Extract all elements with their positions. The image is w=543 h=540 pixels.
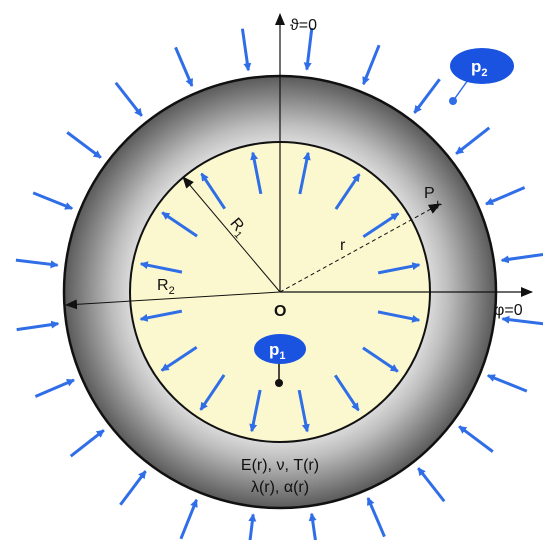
external-pressure-arrow	[308, 512, 317, 540]
p1-bubble-label: p1	[269, 340, 286, 362]
external-pressure-arrow	[413, 78, 441, 114]
external-pressure-arrow	[16, 320, 60, 332]
internal-pressure-arrow	[297, 389, 310, 433]
internal-pressure-arrow	[334, 173, 361, 210]
phi-axis-label: φ=0	[494, 302, 523, 319]
external-pressure-arrow	[34, 378, 75, 398]
internal-pressure-arrow	[377, 310, 421, 323]
external-pressure-arrow	[174, 46, 194, 87]
theta-axis-label: ϑ=0	[290, 17, 317, 34]
external-pressure-arrow	[486, 374, 528, 393]
radius-R2-sub: 2	[169, 285, 175, 297]
p2-pressure-bubble: p2	[449, 48, 514, 105]
external-pressure-arrow	[66, 131, 102, 159]
internal-pressure-arrow	[362, 212, 400, 238]
internal-pressure-arrow	[139, 261, 183, 274]
p2-bubble-label: p2	[471, 57, 488, 79]
radius-R2-line	[65, 291, 281, 310]
external-pressure-arrow	[366, 497, 386, 538]
external-pressure-arrow	[248, 513, 257, 540]
internal-pressure-arrow	[249, 389, 262, 433]
radius-R2-label: R2	[157, 277, 175, 297]
external-pressure-arrow	[501, 315, 543, 326]
p2-bubble-shape	[450, 48, 514, 84]
external-pressure-arrow	[240, 28, 252, 72]
internal-pressure-arrow	[298, 151, 311, 195]
external-pressure-arrow	[485, 186, 526, 206]
internal-pressure-arrow	[250, 151, 263, 195]
external-pressure-arrows	[15, 27, 543, 540]
p1-main: p	[269, 340, 279, 359]
external-pressure-arrow	[179, 498, 198, 540]
p1-sub: 1	[279, 350, 285, 362]
internal-pressure-arrow	[377, 262, 421, 275]
radius-r-line	[279, 203, 441, 293]
external-pressure-arrow	[455, 126, 491, 155]
external-pressure-arrow	[458, 425, 494, 453]
p1-connector-dot	[275, 379, 283, 387]
internal-pressure-arrow	[200, 172, 226, 210]
p2-main: p	[471, 57, 481, 76]
point-P-marker: +	[433, 197, 442, 214]
internal-pressure-arrow	[160, 346, 198, 372]
p2-connector-dot	[449, 97, 457, 105]
internal-pressure-arrow	[199, 374, 226, 411]
external-pressure-arrow	[32, 191, 74, 210]
radius-R1-line	[182, 176, 281, 293]
p1-bubble-shape	[254, 334, 306, 364]
external-pressure-arrow	[500, 252, 543, 264]
material-props-line2: λ(r), α(r)	[251, 479, 309, 496]
internal-pressure-arrow	[139, 309, 183, 322]
point-P-label: P	[424, 185, 435, 202]
external-pressure-arrow	[362, 44, 381, 86]
external-pressure-arrow	[417, 467, 446, 503]
p2-sub: 2	[481, 67, 487, 79]
origin-label: O	[274, 303, 286, 320]
radius-R1-sub: 1	[232, 230, 244, 242]
external-pressure-arrow	[15, 258, 59, 269]
external-pressure-arrow	[114, 81, 143, 117]
radius-r-label: r	[340, 237, 346, 254]
internal-pressure-arrow	[362, 346, 399, 373]
radius-R2-main: R	[157, 277, 169, 294]
external-pressure-arrow	[119, 470, 147, 506]
external-pressure-arrow	[69, 429, 105, 458]
p1-pressure-bubble: p1	[254, 334, 306, 387]
internal-pressure-arrow	[334, 374, 360, 412]
internal-pressure-arrow	[161, 211, 198, 238]
external-pressure-arrow	[303, 27, 314, 71]
material-props-line1: E(r), ν, T(r)	[241, 457, 319, 474]
p2-connector	[452, 79, 469, 102]
internal-pressure-arrows	[139, 151, 421, 433]
